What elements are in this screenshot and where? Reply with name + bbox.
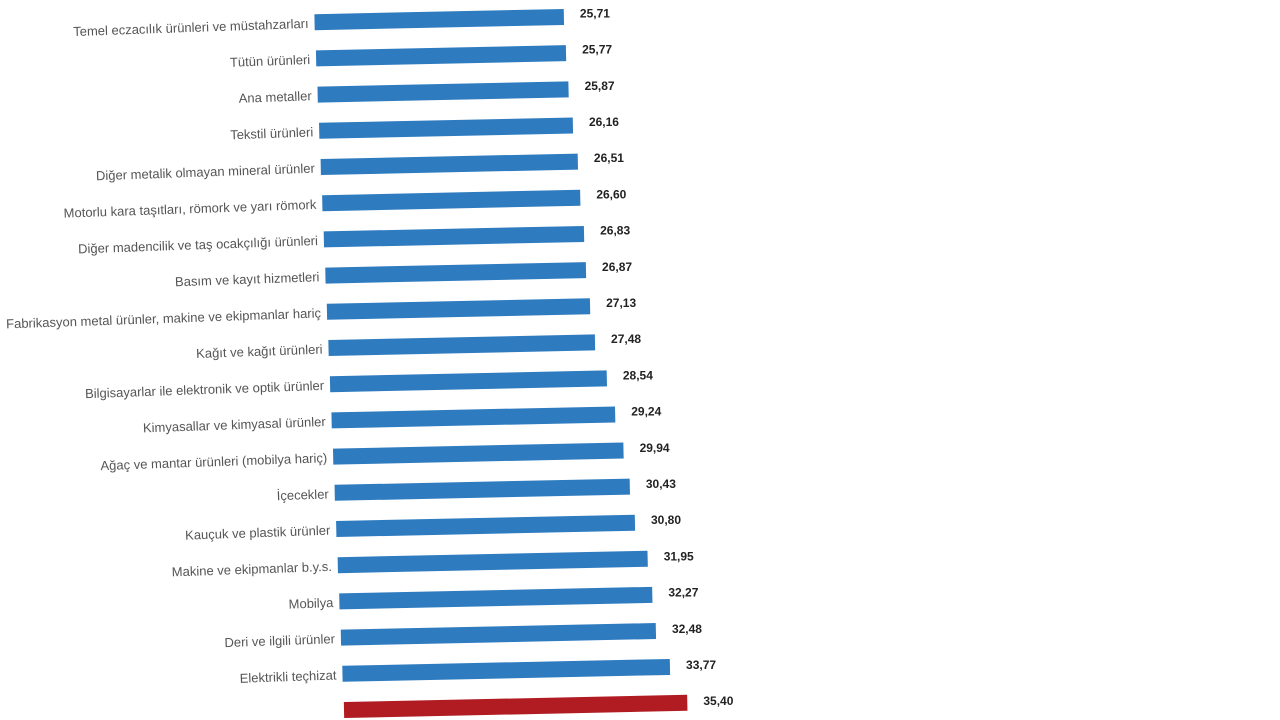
value-label: 26,60 (596, 187, 626, 201)
bar (322, 189, 581, 212)
category-label: Temel eczacılık ürünleri ve müstahzarlar… (73, 16, 309, 39)
bar (343, 694, 688, 718)
category-label: Kağıt ve kağıt ürünleri (196, 342, 323, 361)
category-label: Ana metaller (238, 88, 312, 106)
category-label: Diğer madencilik ve taş ocakçılığı ürünl… (78, 233, 318, 256)
value-label: 30,43 (646, 477, 676, 491)
bar (319, 117, 574, 139)
value-label: 26,83 (600, 224, 630, 238)
bar (326, 298, 591, 320)
bar (325, 262, 587, 284)
value-label: 29,24 (631, 405, 661, 419)
category-label: Deri ve ilgili ürünler (224, 631, 336, 650)
bar (332, 442, 624, 465)
category-label: Basım ve kayıt hizmetleri (175, 269, 320, 289)
bar (337, 550, 648, 574)
bar (320, 153, 579, 175)
value-label: 33,77 (686, 658, 716, 672)
category-label: Tekstil ürünleri (230, 124, 314, 142)
value-label: 32,48 (672, 622, 702, 636)
bar (336, 514, 636, 537)
bar (329, 370, 607, 393)
bar (334, 478, 630, 501)
value-label: 26,51 (594, 151, 624, 165)
category-label: Elektrikli teçhizat (239, 667, 337, 685)
category-label: Ağaç ve mantar ürünleri (mobilya hariç) (100, 450, 327, 473)
bar (331, 406, 616, 429)
bar (314, 8, 565, 31)
value-label: 31,95 (664, 549, 694, 563)
value-label: 28,54 (623, 368, 653, 382)
bar (328, 334, 596, 356)
category-label: Tütün ürünleri (230, 52, 311, 70)
bar (339, 586, 653, 610)
category-label: Mobilya (288, 595, 334, 612)
bar (317, 81, 569, 103)
bar (340, 623, 657, 646)
category-label: Kauçuk ve plastik ürünler (185, 523, 331, 543)
value-label: 30,80 (651, 513, 681, 527)
value-label: 26,87 (602, 260, 632, 274)
value-label: 25,77 (582, 43, 612, 57)
category-label: Bilgisayarlar ile elektronik ve optik ür… (85, 378, 325, 401)
bar (323, 225, 585, 248)
value-label: 26,16 (589, 115, 619, 129)
category-label: Makine ve ekipmanlar b.y.s. (172, 559, 333, 580)
value-label: 25,71 (580, 6, 610, 20)
value-label: 35,40 (703, 694, 733, 708)
bar (342, 658, 671, 682)
value-label: 25,87 (585, 79, 615, 93)
category-label: Fabrikasyon metal ürünler, makine ve eki… (6, 305, 322, 331)
category-label: İçecekler (276, 486, 329, 503)
value-label: 29,94 (640, 441, 670, 455)
value-label: 32,27 (668, 586, 698, 600)
category-label: Motorlu kara taşıtları, römork ve yarı r… (63, 197, 317, 221)
value-label: 27,13 (606, 296, 636, 310)
bar (315, 45, 567, 67)
category-label: Diğer metalik olmayan mineral ürünler (96, 161, 316, 184)
value-label: 27,48 (611, 332, 641, 346)
category-label: Kimyasallar ve kimyasal ürünler (143, 414, 327, 435)
